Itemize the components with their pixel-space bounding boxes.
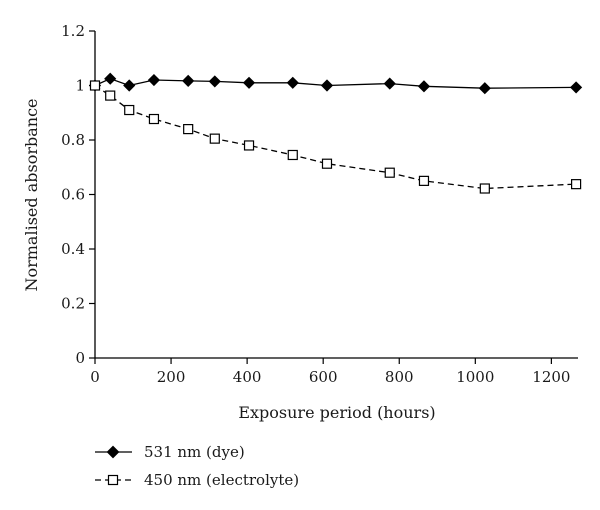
data-point-dye <box>417 80 431 93</box>
data-point-electrolyte <box>321 158 333 169</box>
series-line-0 <box>94 77 577 89</box>
data-point-electrolyte <box>183 123 194 135</box>
data-point-dye <box>104 72 117 85</box>
data-point-electrolyte <box>105 90 116 101</box>
y-tick-label: 1 <box>75 77 85 95</box>
y-tick-label: 0.4 <box>61 240 85 258</box>
data-point-dye <box>320 79 334 92</box>
data-point-dye <box>286 76 299 89</box>
data-point-dye <box>478 82 491 95</box>
y-tick-label: 0.6 <box>61 186 85 204</box>
x-tick-label: 1000 <box>456 368 494 386</box>
data-point-electrolyte <box>124 104 135 116</box>
legend-label-electrolyte: 450 nm (electrolyte) <box>144 471 299 489</box>
y-tick-label: 0.8 <box>61 131 85 149</box>
y-tick-label: 0.2 <box>61 295 85 313</box>
legend-label-dye: 531 nm (dye) <box>144 443 245 461</box>
data-point-electrolyte <box>148 113 160 125</box>
data-point-dye <box>147 73 161 87</box>
x-tick-label: 800 <box>385 368 414 386</box>
data-point-electrolyte <box>570 179 582 190</box>
legend-item-dye: 531 nm (dye) <box>95 443 245 461</box>
x-tick-label: 0 <box>90 368 100 386</box>
data-point-electrolyte <box>209 133 220 144</box>
legend-item-electrolyte: 450 nm (electrolyte) <box>95 471 299 489</box>
data-point-electrolyte <box>287 149 298 161</box>
y-tick-label: 0 <box>75 349 85 367</box>
x-tick-label: 200 <box>157 368 186 386</box>
data-point-dye <box>208 75 221 88</box>
data-point-electrolyte <box>243 140 255 151</box>
legend: 531 nm (dye) 450 nm (electrolyte) <box>95 443 299 489</box>
data-point-dye <box>242 76 256 89</box>
data-point-electrolyte <box>89 80 101 91</box>
plot-area: 0 0.2 0.4 0.6 0.8 1 1.2 0 200 400 600 800 1000 1200 <box>61 22 583 386</box>
data-point-dye <box>570 81 583 94</box>
data-point-dye <box>383 77 396 90</box>
y-axis-title: Normalised absorbance <box>22 98 41 291</box>
legend-marker-electrolyte <box>107 474 119 486</box>
x-tick-label: 400 <box>233 368 262 386</box>
data-point-electrolyte <box>418 175 430 186</box>
x-tick-label: 600 <box>309 368 338 386</box>
x-axis-title: Exposure period (hours) <box>238 403 435 422</box>
data-point-electrolyte <box>384 167 395 178</box>
series-line-1 <box>94 84 577 190</box>
legend-marker-dye <box>106 445 120 459</box>
x-tick-label: 1200 <box>532 368 570 386</box>
data-point-electrolyte <box>479 183 490 194</box>
y-tick-label: 1.2 <box>61 22 85 40</box>
data-point-dye <box>182 74 195 87</box>
data-point-dye <box>123 79 136 92</box>
